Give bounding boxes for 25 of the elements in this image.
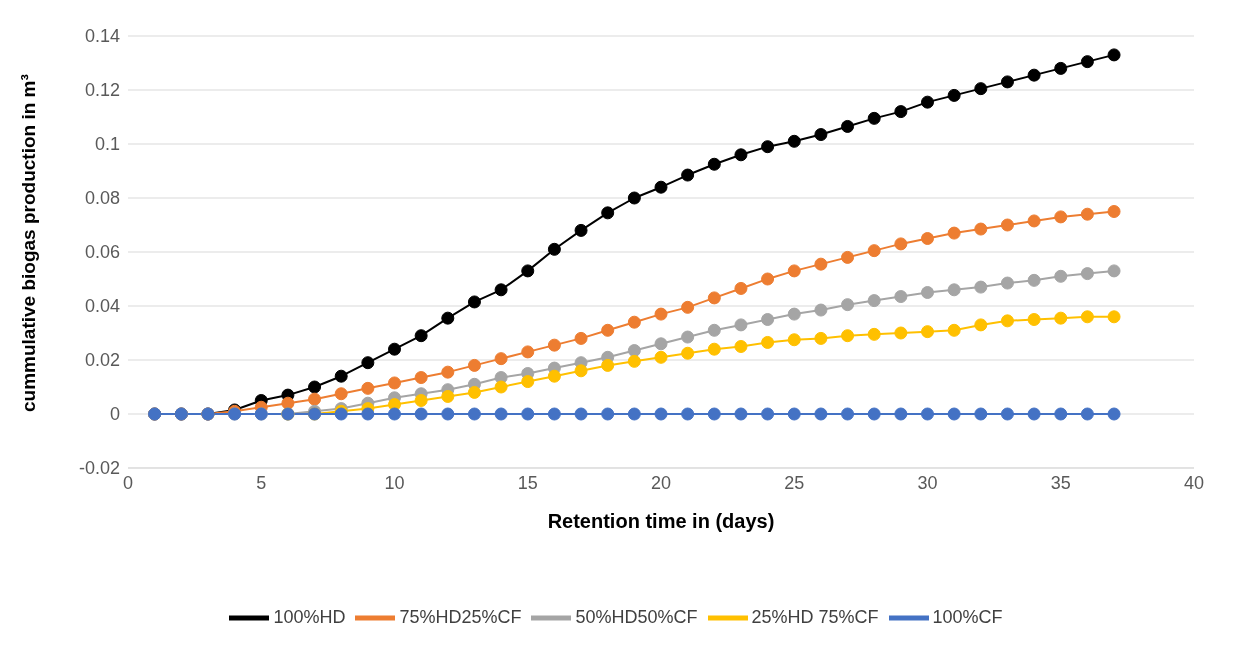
x-tick-label: 25 [784,472,805,493]
y-tick-label: 0.08 [84,188,120,209]
y-tick-label: 0.14 [84,26,120,47]
legend-label: 100%HD [273,606,346,627]
legend-label: 50%HD50%CF [575,606,698,627]
x-tick-label: 30 [917,472,938,493]
y-axis-title: cummulative biogas production in m³ [17,74,39,412]
y-tick-label: 0.1 [94,134,120,155]
y-tick-label: 0.04 [84,296,120,317]
x-tick-label: 20 [650,472,672,493]
x-tick-label: 15 [517,472,538,493]
y-tick-label: 0.12 [84,80,120,101]
y-tick-label: 0 [109,404,120,425]
legend-label: 25%HD 75%CF [751,606,879,627]
y-tick-label: 0.02 [84,350,120,371]
x-tick-label: 35 [1050,472,1071,493]
x-tick-label: 5 [256,472,267,493]
legend-label: 100%CF [932,606,1003,627]
x-axis-title: Retention time in (days) [547,510,775,532]
legend-label: 75%HD25%CF [399,606,522,627]
y-tick-label: -0.02 [78,458,120,479]
x-tick-label: 10 [384,472,405,493]
x-tick-label: 0 [122,472,134,493]
y-tick-label: 0.06 [84,242,120,263]
x-tick-label: 40 [1183,472,1205,493]
